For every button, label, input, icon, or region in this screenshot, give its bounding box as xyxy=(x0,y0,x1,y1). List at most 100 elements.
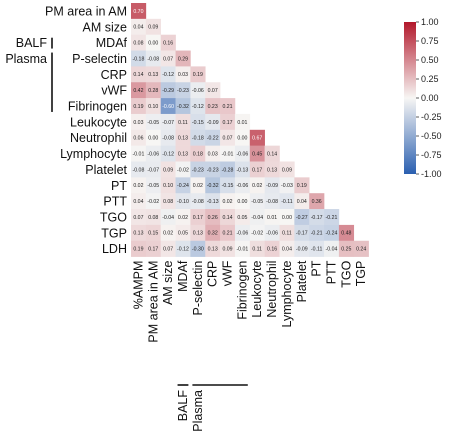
cell-value-label: 0.45 xyxy=(252,151,262,157)
heatmap-cell xyxy=(160,209,176,226)
cell-value-label: 0.19 xyxy=(133,247,143,253)
cell-value-label: 0.67 xyxy=(252,136,262,142)
heatmap-cell xyxy=(249,224,265,242)
heatmap-cell xyxy=(220,161,236,178)
heatmap-cell xyxy=(205,209,221,226)
cell-value-label: 0.14 xyxy=(222,215,232,221)
heatmap-cell xyxy=(205,161,221,178)
cell-value-label: -0.23 xyxy=(177,88,189,94)
heatmap-cell xyxy=(175,82,191,99)
colorbar-tick-label: -0.50 xyxy=(421,131,442,141)
cell-value-label: 0.24 xyxy=(356,247,366,253)
heatmap-cell xyxy=(205,129,221,146)
heatmap-cell xyxy=(264,209,280,226)
heatmap-cell xyxy=(160,66,176,83)
cell-value-label: -0.06 xyxy=(266,231,278,237)
cell-value-label: -0.32 xyxy=(207,183,219,189)
group-label-balf: BALF xyxy=(16,36,48,50)
cell-value-label: 0.13 xyxy=(208,247,218,253)
heatmap-cell xyxy=(190,193,206,210)
heatmap-cell xyxy=(145,50,161,67)
cell-value-label: 0.16 xyxy=(163,41,173,47)
heatmap-cell xyxy=(205,113,221,131)
cell-value-label: 0.14 xyxy=(133,72,143,78)
heatmap-cell xyxy=(145,66,161,83)
heatmap-cell xyxy=(131,145,147,162)
cell-value-label: 0.16 xyxy=(267,247,277,253)
heatmap-cell xyxy=(324,209,340,226)
row-label: Platelet xyxy=(85,163,127,177)
cell-value-label: -0.05 xyxy=(251,199,263,205)
heatmap-cell xyxy=(294,240,310,257)
column-label: CRP xyxy=(206,261,220,287)
colorbar-tick-label: 1.00 xyxy=(421,17,439,27)
cell-value-label: -0.08 xyxy=(147,56,159,62)
row-labels: PM area in AM AM size MDAf P-selectin CRP vWF… xyxy=(45,4,128,256)
heatmap-cell xyxy=(279,240,295,257)
cell-value-label: 0.10 xyxy=(148,104,158,110)
heatmap-cell xyxy=(249,193,265,210)
cell-value-label: 0.07 xyxy=(222,136,232,142)
row-label: MDAf xyxy=(96,36,128,50)
cell-value-label: 0.09 xyxy=(282,167,292,173)
heatmap-cell xyxy=(190,209,206,226)
heatmap-cell xyxy=(175,240,191,257)
heatmap-cell xyxy=(145,224,161,242)
cell-value-label: 0.01 xyxy=(267,215,277,221)
cell-value-label: 0.17 xyxy=(222,120,232,126)
row-label: Leukocyte xyxy=(70,115,127,129)
cell-value-label: 0.11 xyxy=(178,120,188,126)
heatmap-cell xyxy=(145,240,161,257)
cell-value-label: 0.14 xyxy=(267,151,277,157)
heatmap-cell xyxy=(160,177,176,194)
cell-value-label: -0.06 xyxy=(236,151,248,157)
cell-value-label: 0.18 xyxy=(193,151,203,157)
heatmap-cell xyxy=(309,240,325,257)
row-label: PTT xyxy=(103,195,127,209)
column-label: AM size xyxy=(161,261,175,306)
cell-value-label: 0.17 xyxy=(193,215,203,221)
cell-value-label: -0.08 xyxy=(133,167,145,173)
cell-value-label: -0.60 xyxy=(162,104,174,110)
cell-value-label: -0.06 xyxy=(236,183,248,189)
cell-value-label: -0.03 xyxy=(281,183,293,189)
heatmap-cell xyxy=(160,34,176,51)
heatmap-cell xyxy=(131,240,147,257)
heatmap-cells: 0.700.04 0.090.08 0.00 0.16-0.18 -0.08 0.07 0.… xyxy=(131,3,369,257)
heatmap-cell xyxy=(220,209,236,226)
heatmap-cell xyxy=(205,98,221,115)
cell-value-label: 0.05 xyxy=(178,231,188,237)
cell-value-label: -0.23 xyxy=(192,167,204,173)
heatmap-cell xyxy=(190,129,206,146)
heatmap-cell xyxy=(131,129,147,146)
heatmap-cell xyxy=(234,209,251,226)
cell-value-label: 0.05 xyxy=(237,215,247,221)
cell-value-label: -0.01 xyxy=(236,247,248,253)
cell-value-label: 0.04 xyxy=(282,247,292,253)
cell-value-label: -0.12 xyxy=(162,72,174,78)
heatmap-cell xyxy=(175,161,191,178)
cell-value-label: -0.13 xyxy=(236,167,248,173)
cell-value-label: 0.03 xyxy=(133,120,143,126)
heatmap-cell xyxy=(145,34,161,51)
heatmap-cell xyxy=(338,224,355,242)
heatmap-cell xyxy=(294,177,310,194)
heatmap-cell xyxy=(131,177,147,194)
cell-value-label: -0.08 xyxy=(266,199,278,205)
heatmap-cell xyxy=(205,177,221,194)
heatmap-cell xyxy=(175,209,191,226)
cell-value-label: -0.02 xyxy=(177,167,189,173)
heatmap-cell xyxy=(175,224,191,242)
group-label-balf-col: BALF xyxy=(176,390,190,422)
cell-value-label: 0.01 xyxy=(237,120,247,126)
cell-value-label: 0.25 xyxy=(341,247,351,253)
heatmap-cell xyxy=(131,224,147,242)
cell-value-label: 0.28 xyxy=(148,88,158,94)
cell-value-label: -0.08 xyxy=(162,136,174,142)
cell-value-label: -0.13 xyxy=(207,199,219,205)
heatmap-cell xyxy=(175,129,191,146)
heatmap-cell xyxy=(131,161,147,178)
heatmap-cell xyxy=(175,145,191,162)
cell-value-label: -0.21 xyxy=(326,215,338,221)
heatmap-cell xyxy=(175,193,191,210)
